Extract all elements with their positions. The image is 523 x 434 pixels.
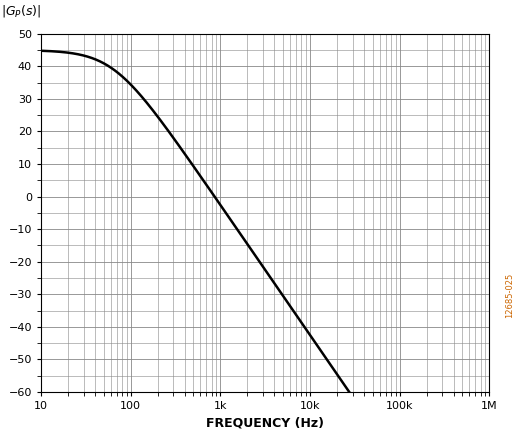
X-axis label: FREQUENCY (Hz): FREQUENCY (Hz) xyxy=(206,417,324,430)
Text: $|G_P(s)|$: $|G_P(s)|$ xyxy=(1,3,41,20)
Text: 12685-025: 12685-025 xyxy=(505,273,515,318)
